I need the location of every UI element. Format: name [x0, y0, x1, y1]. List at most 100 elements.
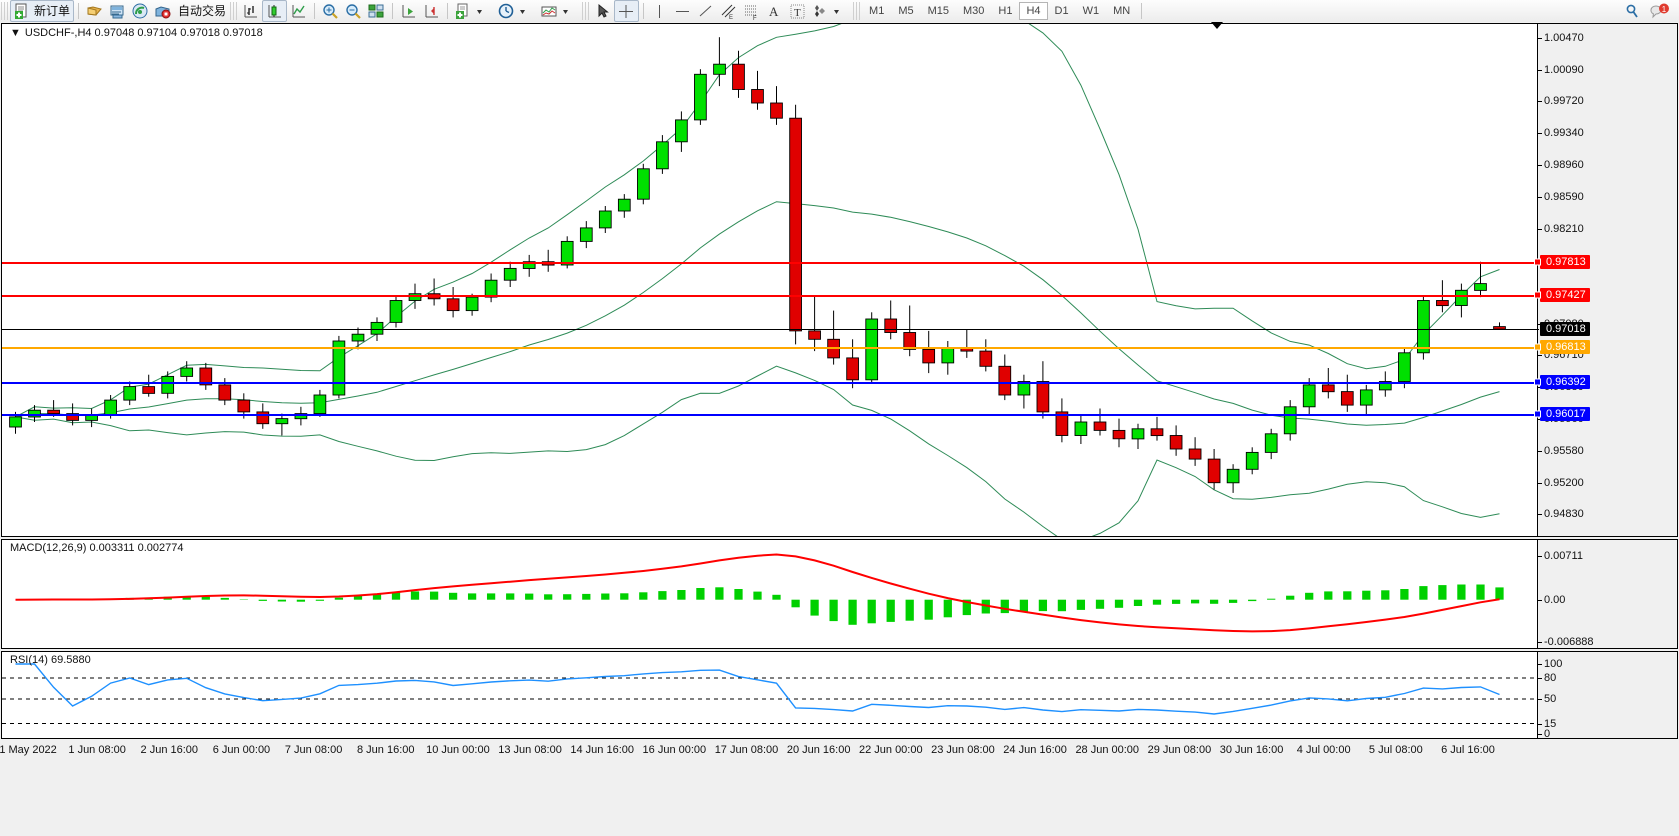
text-button[interactable]: A	[763, 1, 786, 21]
crosshair-button[interactable]	[614, 0, 640, 22]
horizontal-line-button[interactable]	[671, 1, 694, 21]
price-level-label-current-price[interactable]: 0.97018	[1540, 322, 1590, 337]
timeframe-m15[interactable]: M15	[927, 5, 949, 17]
chart-shift-icon	[423, 3, 440, 20]
toolbar-grip-2[interactable]	[230, 2, 238, 20]
line-chart-button[interactable]	[287, 1, 310, 21]
time-tick: 4 Jul 00:00	[1296, 744, 1351, 756]
cursor-button[interactable]	[591, 1, 614, 21]
candle-bearish	[789, 117, 802, 332]
timeframe-h4[interactable]: H4	[1019, 2, 1048, 20]
candle-bearish	[1150, 428, 1164, 437]
macd-tick: -0.006888	[1538, 636, 1594, 648]
candle-bullish	[637, 168, 650, 200]
price-level-label-support-upper[interactable]: 0.96392	[1534, 375, 1590, 390]
toolbar-grip[interactable]	[1, 2, 8, 20]
macd-axis[interactable]: 0.00711 0.00 -0.006888	[1537, 540, 1677, 648]
new-indicator-button[interactable]	[452, 1, 495, 21]
auto-trading-button[interactable]: 自动交易	[175, 1, 229, 21]
period-button[interactable]	[495, 1, 538, 21]
chart-shift-button[interactable]	[420, 1, 443, 21]
trendline-icon	[697, 3, 714, 20]
price-level-line-support-upper[interactable]	[2, 382, 1539, 385]
signals-button[interactable]	[129, 1, 152, 21]
level-handle[interactable]	[1534, 410, 1541, 418]
price-level-line-resistance-lower[interactable]	[2, 294, 1539, 297]
price-pane[interactable]: ▼ USDCHF-,H4 0.97048 0.97104 0.97018 0.97…	[1, 23, 1678, 537]
price-tick: 0.94830	[1538, 508, 1584, 520]
notification-icon[interactable]: 1	[1649, 3, 1671, 20]
time-tick: 8 Jun 16:00	[357, 744, 415, 756]
time-axis[interactable]: 31 May 2022 1 Jun 08:00 2 Jun 16:00 6 Jun 0…	[0, 742, 1538, 760]
candlestick-chart-button[interactable]	[262, 0, 288, 22]
text-label-button[interactable]: T	[786, 1, 809, 21]
rsi-plot	[2, 663, 1539, 724]
price-level-line-resistance-upper[interactable]	[2, 262, 1539, 265]
timeframe-w1[interactable]: W1	[1082, 5, 1100, 17]
templates-button[interactable]	[538, 1, 581, 21]
candle-bullish	[123, 386, 137, 401]
chevron-down-icon-2[interactable]	[518, 3, 535, 20]
zoom-in-button[interactable]	[319, 1, 342, 21]
bar-chart-button[interactable]	[239, 1, 262, 21]
candle-bearish	[256, 411, 270, 425]
timeframe-m30[interactable]: M30	[963, 5, 985, 17]
search-icon[interactable]	[1624, 3, 1641, 20]
price-level-line-support-lower[interactable]	[2, 413, 1539, 416]
price-level-label-pivot[interactable]: 0.96813	[1534, 339, 1590, 354]
timeframe-d1[interactable]: D1	[1054, 5, 1069, 17]
shift-end-button[interactable]	[397, 1, 420, 21]
zoom-out-button[interactable]	[342, 1, 365, 21]
tile-windows-button[interactable]	[365, 1, 388, 21]
rsi-axis[interactable]: 100 80 50 15 0	[1537, 652, 1677, 740]
level-handle[interactable]	[1534, 343, 1541, 351]
time-tick: 23 Jun 08:00	[931, 744, 995, 756]
fibonacci-icon: F	[743, 3, 760, 20]
rsi-pane[interactable]: RSI(14) 69.5880 100 80 50 15 0	[1, 651, 1678, 740]
rsi-line	[15, 663, 1500, 715]
toolbar-separator-4	[447, 3, 449, 19]
candle-bullish	[332, 340, 346, 396]
trendline-button[interactable]	[694, 1, 717, 21]
shapes-icon	[812, 3, 829, 20]
expert-advisors-button[interactable]	[152, 1, 175, 21]
macd-plot	[15, 553, 1504, 633]
price-level-label-resistance-lower[interactable]: 0.97427	[1534, 287, 1590, 302]
macd-pane[interactable]: MACD(12,26,9) 0.003311 0.002774 0.00711 0…	[1, 539, 1678, 649]
candle-bullish	[1302, 384, 1316, 408]
timeframe-h1[interactable]: H1	[998, 5, 1013, 17]
shapes-button[interactable]	[809, 1, 852, 21]
price-level-label-resistance-upper[interactable]: 0.97813	[1534, 255, 1590, 270]
terminal-button[interactable]	[106, 1, 129, 21]
candle-bullish	[1398, 352, 1411, 382]
chart-shift-marker[interactable]	[1211, 22, 1223, 29]
fibonacci-button[interactable]: F	[740, 1, 763, 21]
folder-button[interactable]	[83, 1, 106, 21]
timeframe-bar: M1 M5 M15 M30 H1 H4 D1 W1 MN	[862, 2, 1137, 20]
price-tick: 0.99340	[1538, 127, 1584, 140]
candle-bullish	[560, 240, 574, 266]
rsi-tick: 80	[1537, 672, 1557, 684]
toolbar-grip-3[interactable]	[582, 2, 590, 20]
chevron-down-icon[interactable]	[475, 3, 492, 20]
price-level-label-support-lower[interactable]: 0.96017	[1534, 406, 1590, 421]
vertical-line-button[interactable]	[648, 1, 671, 21]
time-tick: 7 Jun 08:00	[284, 744, 343, 756]
toolbar-grip-4[interactable]	[853, 2, 861, 20]
chart-container[interactable]: ▼ USDCHF-,H4 0.97048 0.97104 0.97018 0.97…	[0, 22, 1679, 836]
price-level-line-current-price[interactable]	[2, 329, 1539, 331]
new-order-button[interactable]: 新订单	[10, 0, 75, 22]
timeframe-m1[interactable]: M1	[869, 5, 885, 17]
level-handle[interactable]	[1534, 291, 1541, 299]
timeframe-mn[interactable]: MN	[1113, 5, 1131, 17]
auto-trading-label: 自动交易	[178, 4, 227, 18]
timeframe-m5[interactable]: M5	[898, 5, 914, 17]
time-tick: 10 Jun 00:00	[426, 744, 490, 756]
chevron-down-icon-4[interactable]	[832, 3, 849, 20]
price-axis[interactable]: 1.00470 1.00090 0.99720 0.99340 0.98960 0.985…	[1534, 24, 1677, 536]
level-handle[interactable]	[1534, 378, 1541, 386]
equidistant-channel-button[interactable]: E	[717, 1, 740, 21]
chevron-down-icon-3[interactable]	[561, 3, 578, 20]
level-handle[interactable]	[1534, 258, 1541, 266]
price-level-line-pivot[interactable]	[2, 346, 1539, 349]
